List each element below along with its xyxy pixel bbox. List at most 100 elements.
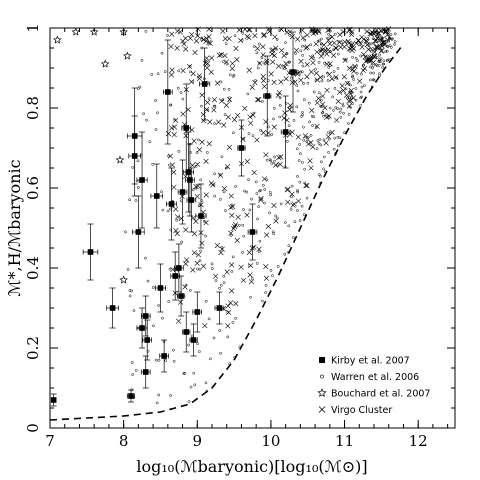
warren-point [195,151,199,154]
warren-point [360,85,364,89]
warren-point [362,84,366,87]
warren-point [278,104,282,107]
kirby-marker [188,197,195,203]
virgo-point [216,52,223,58]
kirby-point [140,295,151,337]
dashed-curve [49,43,405,421]
warren-point [347,113,351,116]
warren-point [296,175,299,178]
virgo-point [232,224,238,230]
warren-point [294,52,297,55]
warren-point [128,198,132,202]
kirby-marker [290,69,296,75]
virgo-cross-b [268,71,274,77]
warren-point [131,166,135,169]
virgo-cross-b [272,34,278,40]
virgo-cross-b [238,264,244,270]
warren-point [260,56,264,60]
warren-point [347,49,351,52]
kirby-point [247,203,258,261]
warren-point [273,155,276,159]
virgo-point [247,114,253,120]
virgo-point [271,202,277,209]
virgo-point [308,69,314,75]
warren-point [369,42,373,46]
warren-point [223,113,227,116]
virgo-point [362,54,368,60]
warren-point [247,178,250,181]
warren-point [257,250,261,254]
warren-point [224,166,228,170]
warren-point [156,72,160,76]
warren-point [321,110,325,114]
kirby-point [128,115,141,197]
warren-point [219,197,222,201]
warren-point [213,122,216,125]
warren-point [167,154,170,158]
warren-point [328,106,332,110]
virgo-point [320,101,326,107]
virgo-point [200,36,207,43]
warren-point [320,79,324,83]
bouchard-point [100,59,110,68]
warren-point [177,149,181,153]
warren-point [309,133,313,137]
warren-point [370,85,374,89]
virgo-point [193,183,199,190]
virgo-cross-b [191,231,198,237]
warren-point [283,252,287,256]
warren-point [154,99,157,102]
virgo-cross-b [203,220,209,226]
virgo-point [206,40,212,46]
virgo-point [281,52,287,59]
warren-point [204,299,208,303]
virgo-point [271,52,278,59]
virgo-cross-b [221,186,228,192]
virgo-point [202,60,208,66]
virgo-point [183,46,189,52]
virgo-point [315,95,322,101]
virgo-cross-b [346,98,352,104]
virgo-cross-b [364,39,370,45]
virgo-point [314,77,320,83]
virgo-point [346,27,353,34]
warren-point [319,143,323,147]
virgo-point [365,46,372,52]
virgo-point [308,165,314,171]
kirby-marker [157,285,164,291]
warren-point [134,199,138,202]
virgo-cross-b [233,45,239,52]
legend-label: Virgo Cluster [331,405,392,416]
warren-point [323,61,326,65]
virgo-point [302,133,308,139]
virgo-cross-b [383,27,389,33]
virgo-point [169,67,175,73]
virgo-point [294,71,301,77]
kirby-point [159,339,169,373]
virgo-cross-b [229,65,235,72]
virgo-cross-b [254,45,261,52]
virgo-point [344,80,350,87]
virgo-cross-b [263,263,269,270]
warren-point [332,70,336,73]
virgo-point [207,119,213,125]
warren-point [375,64,379,68]
x-axis-label: log₁₀(ℳbaryonic)[log₁₀(ℳ⊙)] [136,457,367,476]
warren-point [150,73,154,76]
virgo-point [366,58,373,64]
virgo-cross-b [303,45,309,51]
warren-point [295,84,299,87]
virgo-point [376,30,382,36]
warren-point [271,274,274,278]
warren-point [272,232,276,235]
virgo-cross-b [218,51,224,58]
virgo-point [258,197,264,203]
virgo-cross-b [283,61,289,67]
virgo-point [270,59,276,65]
virgo-cross-b [325,47,331,53]
warren-point [371,78,375,81]
warren-point [234,185,237,188]
virgo-cross-b [304,61,310,68]
warren-point [334,106,338,109]
warren-point [317,60,321,64]
